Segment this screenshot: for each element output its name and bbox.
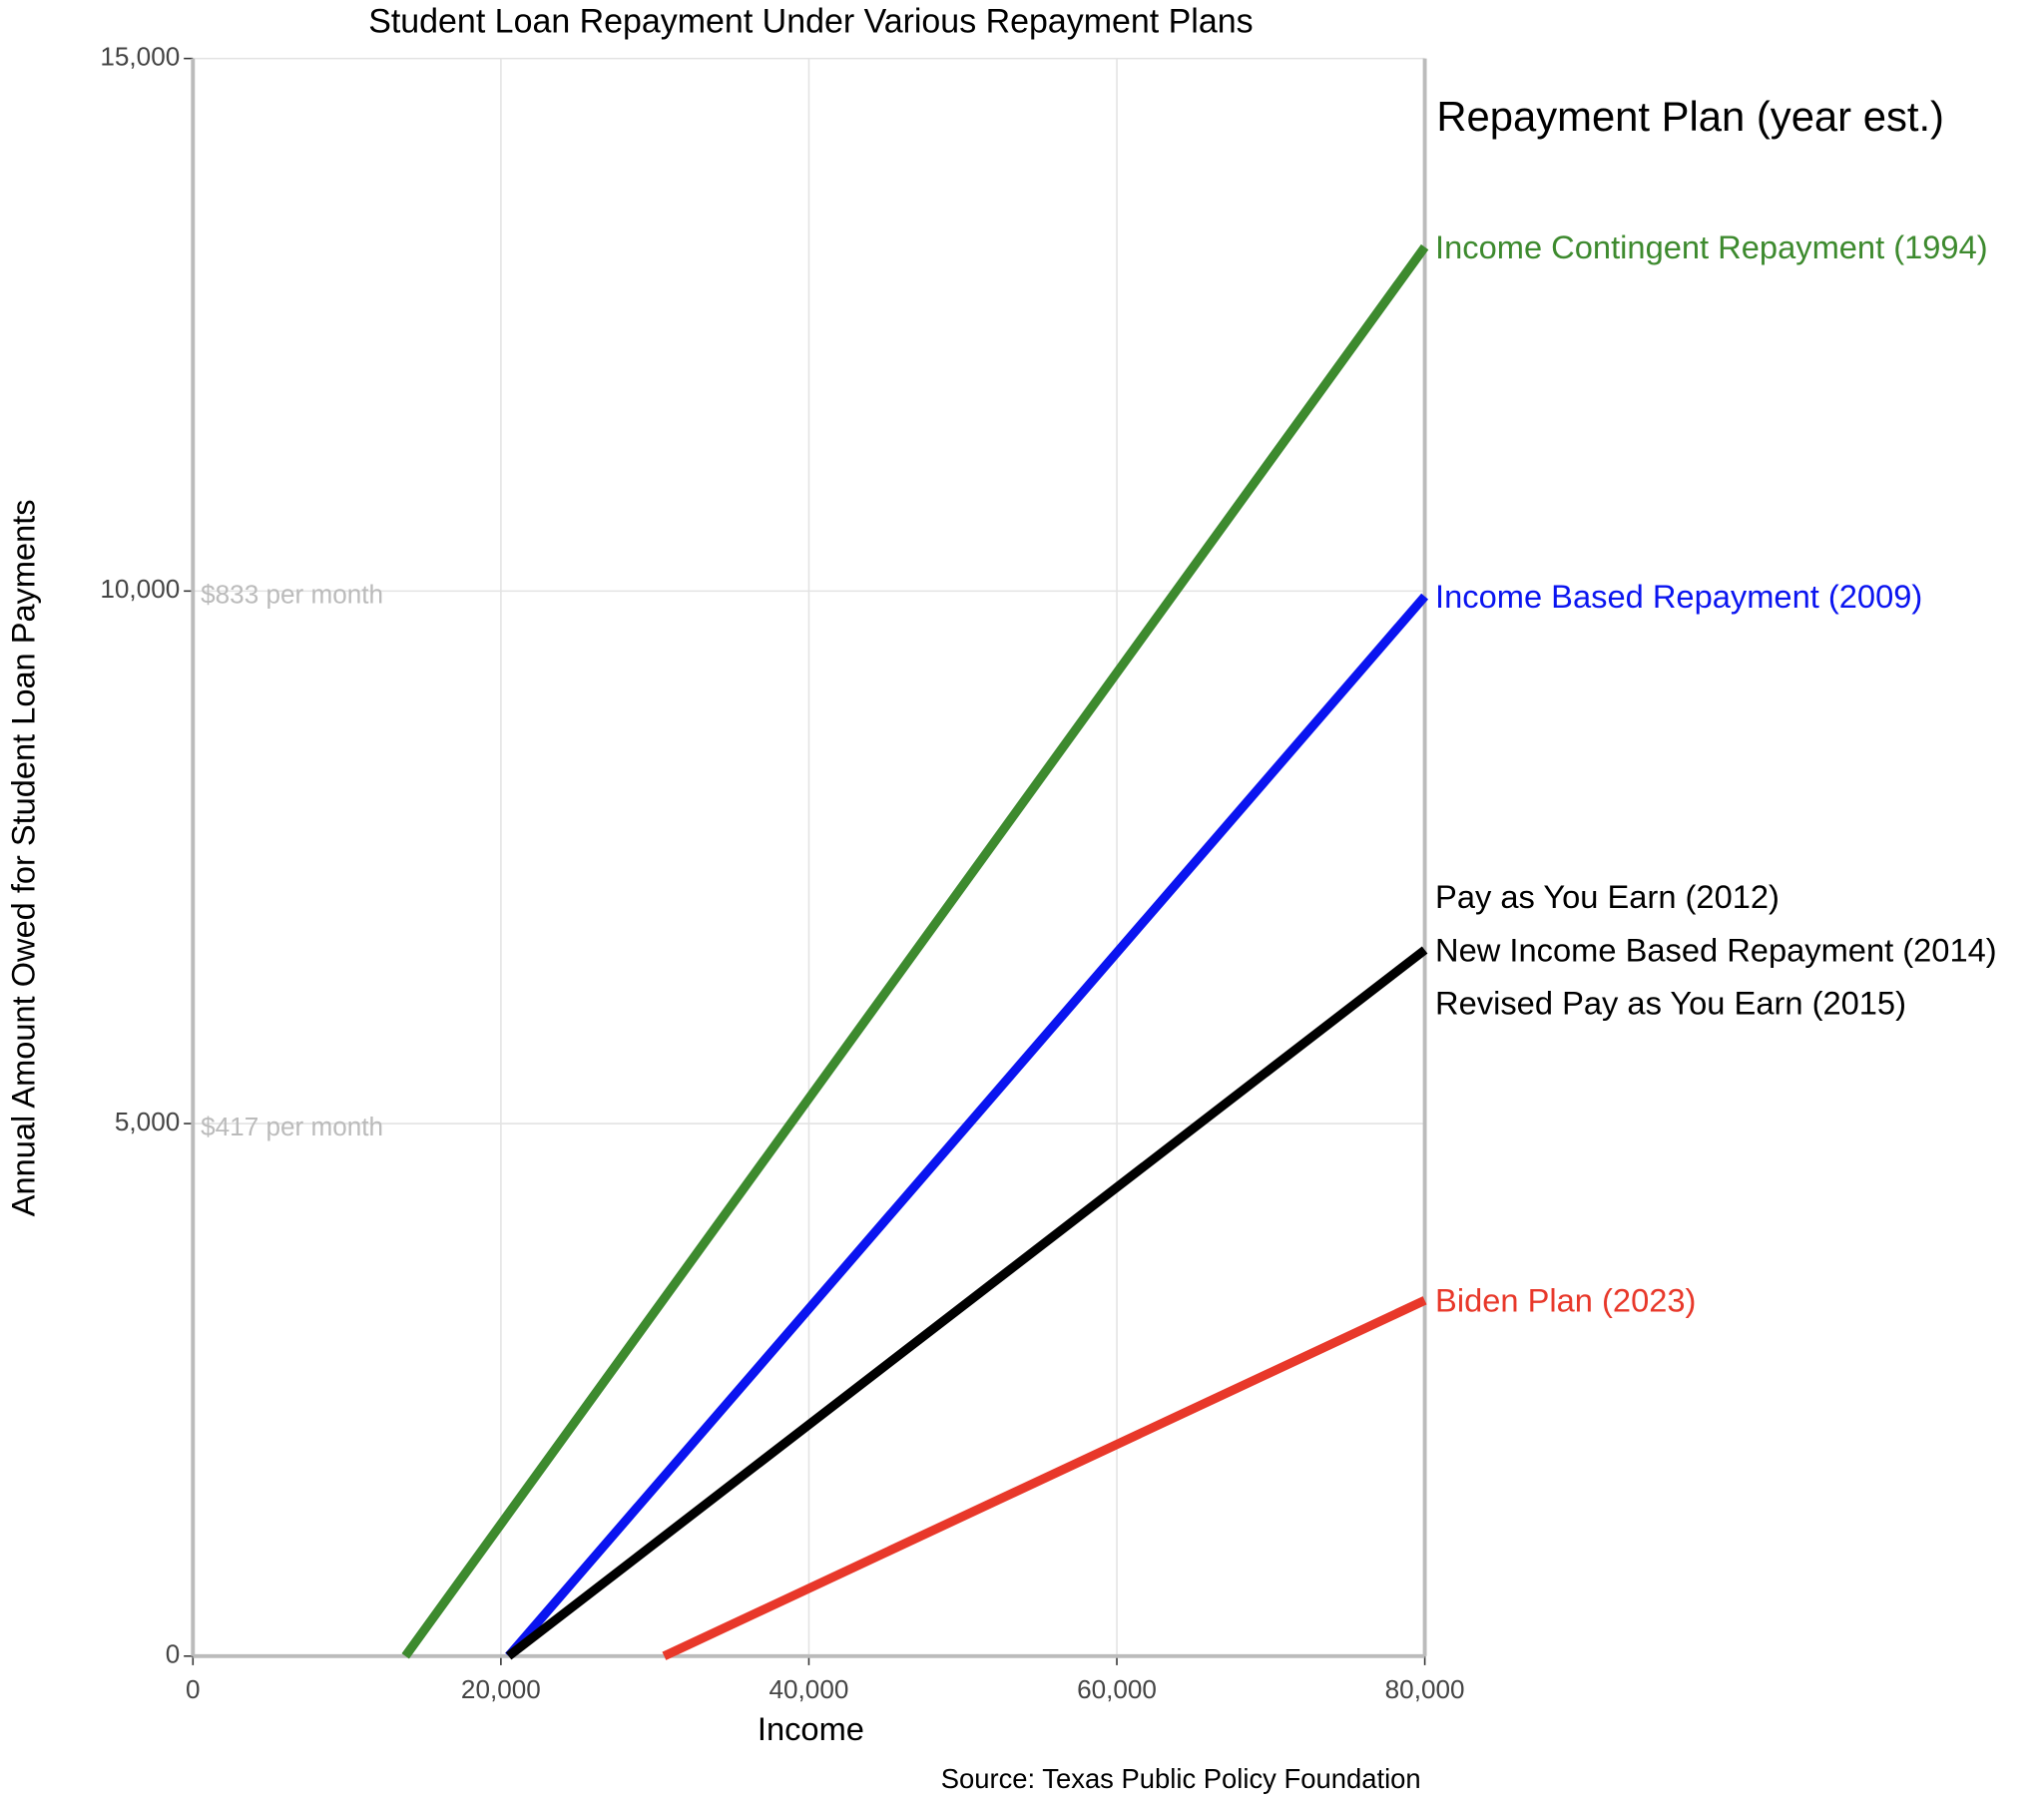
series-line	[505, 946, 1428, 1660]
y-tick-label: 0	[166, 1639, 181, 1669]
x-tick-label: 40,000	[769, 1674, 849, 1704]
x-tick-label: 80,000	[1385, 1674, 1465, 1704]
chart-title: Student Loan Repayment Under Various Rep…	[368, 2, 1253, 40]
x-tick-label: 0	[186, 1674, 201, 1704]
legend-label: Pay as You Earn (2012)	[1435, 878, 1780, 915]
series-line	[662, 1296, 1427, 1660]
series-line	[401, 243, 1429, 1659]
x-axis-label: Income	[758, 1710, 864, 1747]
legend-label: Revised Pay as You Earn (2015)	[1435, 985, 1906, 1022]
y-tick-label: 10,000	[100, 574, 180, 604]
y-tick-label: 5,000	[115, 1107, 180, 1136]
y-tick-label: 15,000	[100, 42, 180, 72]
legend-label: Income Contingent Repayment (1994)	[1435, 228, 1988, 265]
x-tick-label: 20,000	[461, 1674, 541, 1704]
y-axis-label: Annual Amount Owed for Student Loan Paym…	[5, 499, 42, 1216]
annotation: $833 per month	[201, 579, 383, 609]
legend-title: Repayment Plan (year est.)	[1436, 93, 1944, 140]
x-tick-label: 60,000	[1077, 1674, 1157, 1704]
legend-label: Income Based Repayment (2009)	[1435, 578, 1922, 615]
legend-label: New Income Based Repayment (2014)	[1435, 931, 1997, 968]
source: Source: Texas Public Policy Foundation	[941, 1763, 1421, 1794]
annotation: $417 per month	[201, 1112, 383, 1141]
legend-label: Biden Plan (2023)	[1435, 1282, 1696, 1319]
series-line	[505, 593, 1429, 1659]
